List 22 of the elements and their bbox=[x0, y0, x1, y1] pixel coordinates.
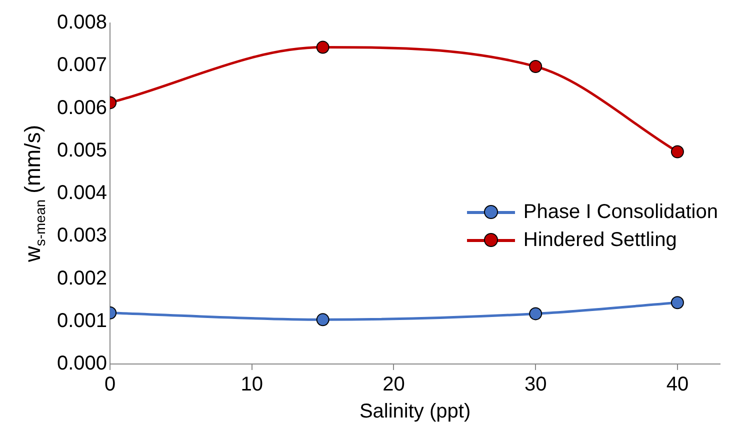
y-tick-label: 0.008 bbox=[56, 12, 108, 34]
y-tick-label: 0.004 bbox=[56, 182, 108, 204]
point bbox=[529, 307, 542, 320]
y-tick-label: 0.002 bbox=[56, 267, 108, 290]
y-tick-label: 0.007 bbox=[56, 54, 108, 76]
x-tick-label: 20 bbox=[382, 374, 405, 396]
x-tick-label: 0 bbox=[104, 374, 116, 396]
y-tick-label: 0.003 bbox=[56, 224, 108, 247]
x-tick-label: 10 bbox=[240, 374, 264, 396]
y-tick-label: 0.005 bbox=[56, 139, 108, 162]
y-tick-label: 0.006 bbox=[56, 96, 108, 119]
y-tick-label: 0.000 bbox=[56, 352, 108, 375]
y-tick-label: 0.001 bbox=[56, 310, 108, 332]
point bbox=[529, 60, 542, 73]
y-axis-title: ws-mean (mm/s) bbox=[20, 124, 48, 264]
legend-label: Phase I Consolidation bbox=[523, 200, 718, 224]
x-axis-title: Salinity (ppt) bbox=[359, 400, 471, 423]
x-tick-label: 30 bbox=[524, 374, 547, 396]
point bbox=[670, 296, 684, 310]
legend-label: Hindered Settling bbox=[523, 228, 677, 252]
x-tick-label: 40 bbox=[666, 374, 689, 396]
point bbox=[670, 145, 684, 158]
